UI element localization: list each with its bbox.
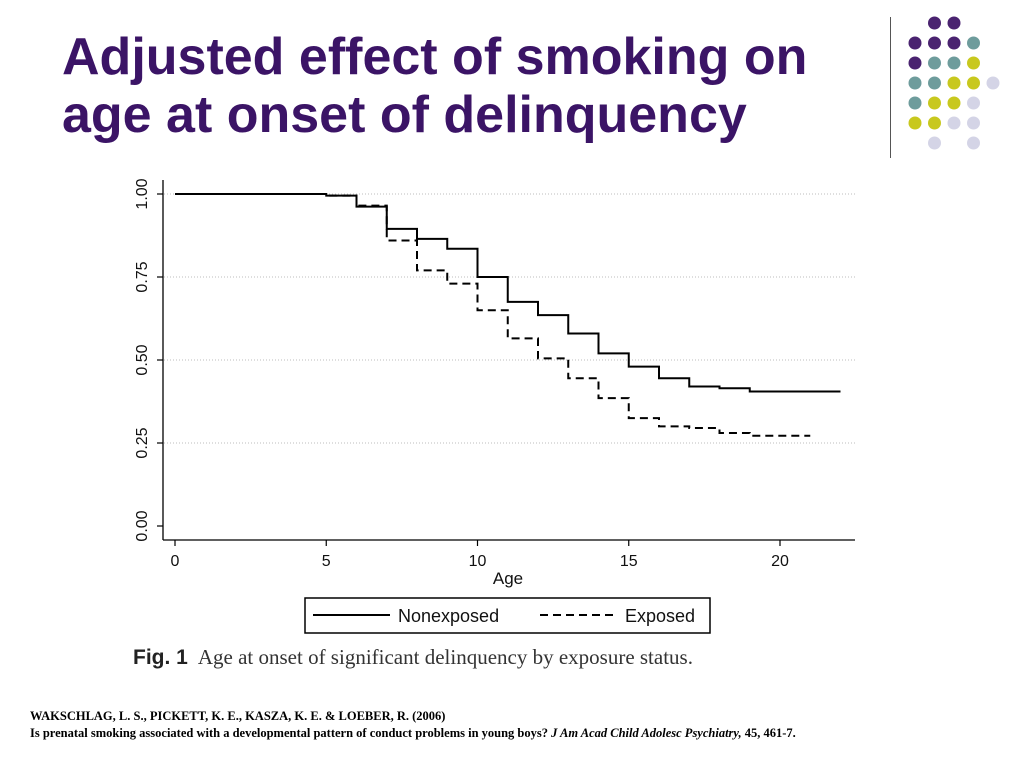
decor-dot	[928, 116, 941, 130]
decor-dot	[947, 116, 961, 130]
y-tick-label: 0.50	[134, 344, 151, 375]
decor-dot	[908, 116, 922, 130]
decor-dot	[947, 16, 961, 30]
decor-dot	[928, 136, 941, 150]
y-tick-label: 0.00	[134, 510, 151, 541]
series-line-exposed	[175, 193, 811, 437]
x-tick-label: 15	[620, 553, 638, 570]
figure-caption-text: Age at onset of significant delinquency …	[197, 645, 693, 669]
decor-dot	[986, 76, 1000, 90]
legend-label-exposed: Exposed	[625, 606, 695, 626]
figure-label: Fig. 1	[133, 646, 188, 669]
decorative-dot-grid	[908, 16, 1000, 150]
decor-dot	[928, 96, 941, 110]
figure-caption: Fig. 1 Age at onset of significant delinq…	[133, 645, 693, 670]
slide-title: Adjusted effect of smoking on age at ons…	[62, 28, 872, 144]
decor-dot	[967, 96, 980, 110]
x-axis-title: Age	[493, 569, 523, 588]
citation-journal: J Am Acad Child Adolesc Psychiatry,	[551, 726, 742, 740]
x-axis-ticks: 0 5 10 15 20	[171, 540, 789, 570]
decor-dot	[928, 36, 941, 50]
series-line-nonexposed	[175, 193, 841, 393]
decor-dot	[967, 76, 980, 90]
decor-dot	[908, 56, 922, 70]
citation-article: Is prenatal smoking associated with a de…	[30, 726, 548, 740]
decor-dot	[967, 116, 980, 130]
title-divider	[890, 17, 891, 158]
survival-chart: 0.00 0.25 0.50 0.75 1.00 0 5 10 15 20 Age Nonexp…	[134, 178, 855, 634]
decor-dot	[928, 16, 941, 30]
decor-dot	[967, 56, 980, 70]
decor-dot	[947, 76, 961, 90]
citation-reference: Is prenatal smoking associated with a de…	[30, 725, 1010, 742]
x-tick-label: 10	[469, 553, 487, 570]
decor-dot	[947, 96, 961, 110]
citation: WAKSCHLAG, L. S., PICKETT, K. E., KASZA,…	[30, 708, 1010, 742]
y-axis-ticks: 0.00 0.25 0.50 0.75 1.00	[134, 178, 163, 542]
decor-dot	[967, 36, 980, 50]
y-tick-label: 0.25	[134, 427, 151, 458]
decor-dot	[967, 136, 980, 150]
decor-dot	[908, 76, 922, 90]
decor-dot	[908, 96, 922, 110]
citation-volume: 45, 461-7.	[744, 726, 796, 740]
decor-dot	[928, 76, 941, 90]
decor-dot	[947, 56, 961, 70]
y-tick-label: 1.00	[134, 178, 151, 209]
chart-legend: Nonexposed Exposed	[304, 597, 711, 634]
decor-dot	[908, 36, 922, 50]
y-tick-label: 0.75	[134, 261, 151, 292]
title-line-2: age at onset of delinquency	[62, 86, 747, 144]
decor-dot	[928, 56, 941, 70]
grid-lines	[164, 193, 855, 444]
x-tick-label: 0	[171, 553, 180, 570]
decor-dot	[947, 36, 961, 50]
legend-label-nonexposed: Nonexposed	[398, 606, 499, 626]
series-lines	[175, 193, 841, 437]
x-tick-label: 20	[771, 553, 789, 570]
x-tick-label: 5	[322, 553, 331, 570]
citation-authors: WAKSCHLAG, L. S., PICKETT, K. E., KASZA,…	[30, 709, 446, 723]
title-line-1: Adjusted effect of smoking on	[62, 28, 808, 86]
